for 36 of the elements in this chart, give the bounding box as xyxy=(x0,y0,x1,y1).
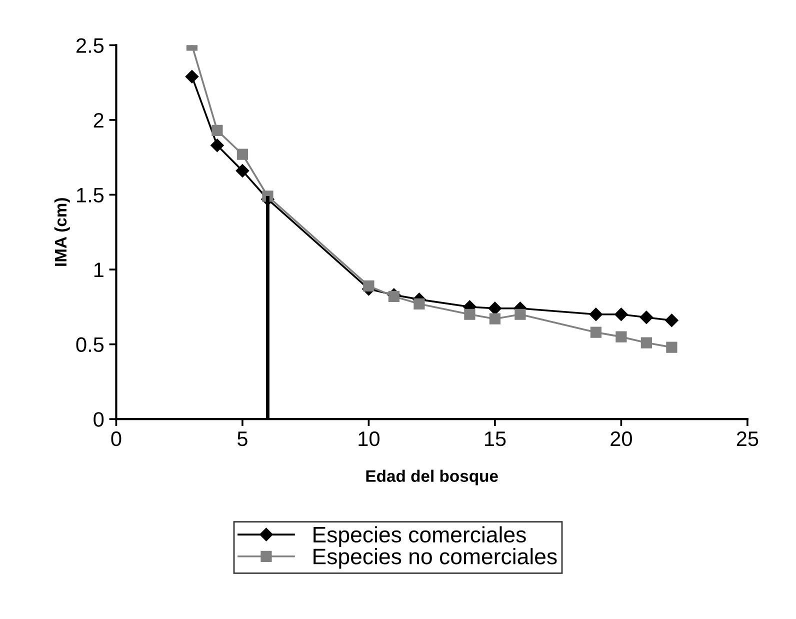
x-tick-label: 25 xyxy=(736,431,758,446)
point xyxy=(488,302,502,315)
y-tick-label: 1 xyxy=(94,262,104,278)
point xyxy=(236,148,248,160)
point xyxy=(414,298,425,310)
point xyxy=(666,342,678,353)
point xyxy=(640,337,652,348)
point xyxy=(210,138,224,152)
y-tick-label: 1.5 xyxy=(77,188,104,202)
x-tick-label: 0 xyxy=(111,431,122,446)
x-tick-label: 5 xyxy=(238,432,248,446)
x-tick-label: 10 xyxy=(358,431,380,446)
y-tick-label: 0.5 xyxy=(76,337,104,352)
y-axis-title: IMA (cm) xyxy=(54,198,70,266)
point xyxy=(363,280,374,292)
y-tick-label: 0 xyxy=(94,412,104,427)
y-tick-label: 2 xyxy=(94,112,104,128)
point xyxy=(185,70,199,84)
y-tick-label: 2.5 xyxy=(76,38,104,53)
point xyxy=(616,331,627,342)
point xyxy=(212,124,223,136)
point xyxy=(665,314,678,327)
point xyxy=(388,290,400,302)
point xyxy=(489,313,501,324)
point xyxy=(464,308,476,320)
legend-label: Especies no comerciales xyxy=(314,548,557,569)
point xyxy=(514,308,526,320)
point xyxy=(589,308,603,321)
x-tick-label: 15 xyxy=(484,432,506,446)
point xyxy=(236,164,250,178)
point xyxy=(590,326,602,338)
x-axis-title: Edad del bosque xyxy=(366,470,498,486)
point xyxy=(614,308,628,321)
point xyxy=(640,310,654,324)
x-tick-label: 20 xyxy=(610,431,632,446)
legend-label: Especies comerciales xyxy=(314,526,526,547)
